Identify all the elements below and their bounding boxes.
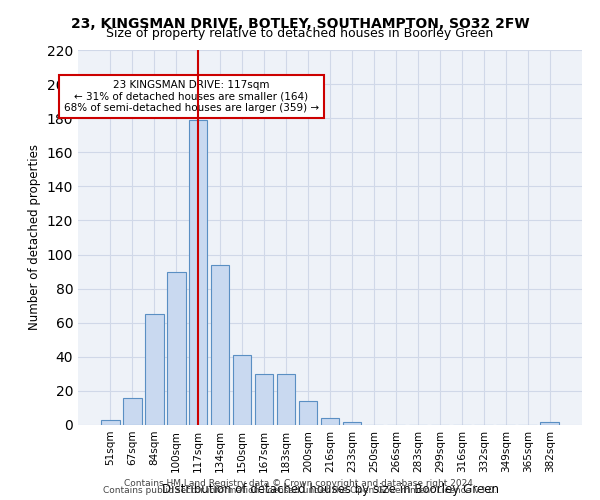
Bar <box>167 272 185 425</box>
Bar <box>299 401 317 425</box>
Bar <box>189 120 208 425</box>
Y-axis label: Number of detached properties: Number of detached properties <box>28 144 41 330</box>
Bar <box>123 398 142 425</box>
X-axis label: Distribution of detached houses by size in Boorley Green: Distribution of detached houses by size … <box>161 483 499 496</box>
Text: Contains HM Land Registry data © Crown copyright and database right 2024.: Contains HM Land Registry data © Crown c… <box>124 478 476 488</box>
Bar <box>320 418 340 425</box>
Text: 23 KINGSMAN DRIVE: 117sqm
← 31% of detached houses are smaller (164)
68% of semi: 23 KINGSMAN DRIVE: 117sqm ← 31% of detac… <box>64 80 319 113</box>
Text: 23, KINGSMAN DRIVE, BOTLEY, SOUTHAMPTON, SO32 2FW: 23, KINGSMAN DRIVE, BOTLEY, SOUTHAMPTON,… <box>71 18 529 32</box>
Bar <box>233 355 251 425</box>
Text: Contains public sector information licensed under the Open Government Licence v3: Contains public sector information licen… <box>103 486 497 495</box>
Bar <box>211 265 229 425</box>
Bar <box>255 374 274 425</box>
Bar <box>145 314 164 425</box>
Bar <box>541 422 559 425</box>
Bar <box>343 422 361 425</box>
Text: Size of property relative to detached houses in Boorley Green: Size of property relative to detached ho… <box>106 28 494 40</box>
Bar <box>277 374 295 425</box>
Bar <box>101 420 119 425</box>
